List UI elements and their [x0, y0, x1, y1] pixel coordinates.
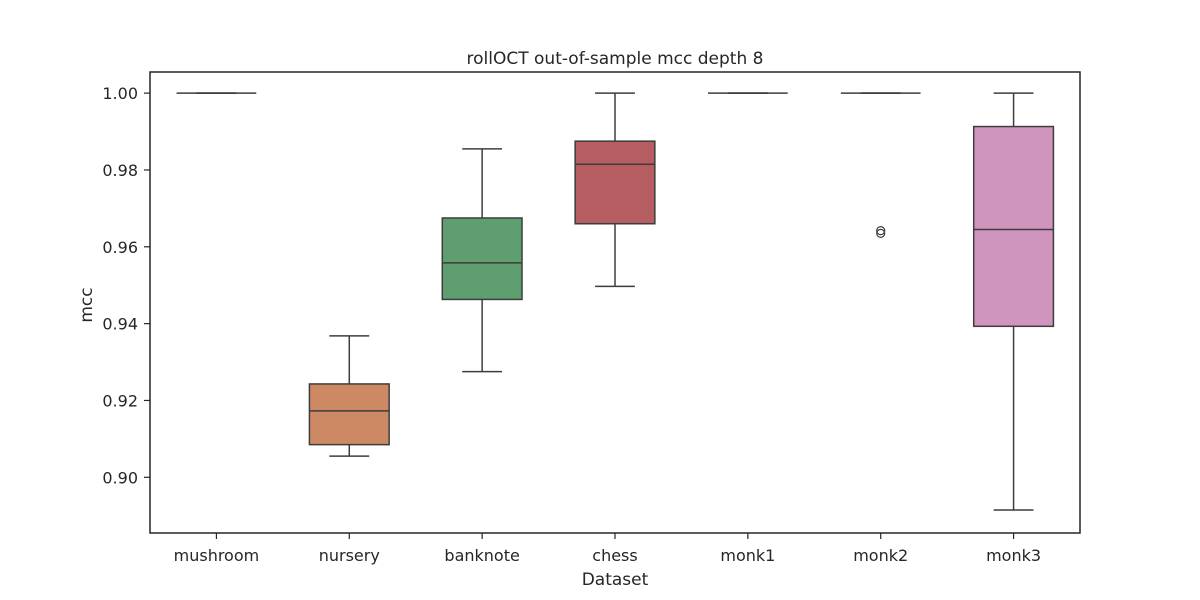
- box-chess: [574, 92, 656, 288]
- y-axis-label: mcc: [77, 287, 97, 322]
- box-iqr: [441, 217, 523, 301]
- y-axis: 0.90 0.92 0.94 0.96 0.98 1.00: [102, 84, 150, 487]
- outlier-point: [876, 228, 886, 238]
- x-tick-label-monk2: monk2: [853, 546, 908, 565]
- x-tick-label-mushroom: mushroom: [174, 546, 260, 565]
- y-tick-label: 1.00: [102, 84, 138, 103]
- x-tick-label-banknote: banknote: [444, 546, 519, 565]
- y-tick-label: 0.98: [102, 161, 138, 180]
- x-tick-label-chess: chess: [592, 546, 637, 565]
- x-axis: mushroom nursery banknote chess monk1 monk2 mo…: [174, 533, 1041, 565]
- y-tick-label: 0.94: [102, 315, 138, 334]
- outlier-point: [876, 226, 886, 236]
- box-iqr: [574, 140, 656, 225]
- box-banknote: [441, 148, 523, 373]
- x-tick-label-nursery: nursery: [319, 546, 380, 565]
- box-iqr: [972, 125, 1055, 328]
- box-monk3: [972, 92, 1055, 511]
- box-monk2: [840, 92, 921, 238]
- y-tick-label: 0.92: [102, 391, 138, 410]
- y-tick-label: 0.90: [102, 468, 138, 487]
- chart-title: rollOCT out-of-sample mcc depth 8: [467, 49, 764, 69]
- box-nursery: [308, 335, 390, 457]
- y-tick-label: 0.96: [102, 238, 138, 257]
- plot-area: [176, 92, 1055, 511]
- x-tick-label-monk3: monk3: [986, 546, 1041, 565]
- box-iqr: [308, 383, 390, 446]
- x-tick-label-monk1: monk1: [720, 546, 775, 565]
- x-axis-label: Dataset: [582, 570, 649, 590]
